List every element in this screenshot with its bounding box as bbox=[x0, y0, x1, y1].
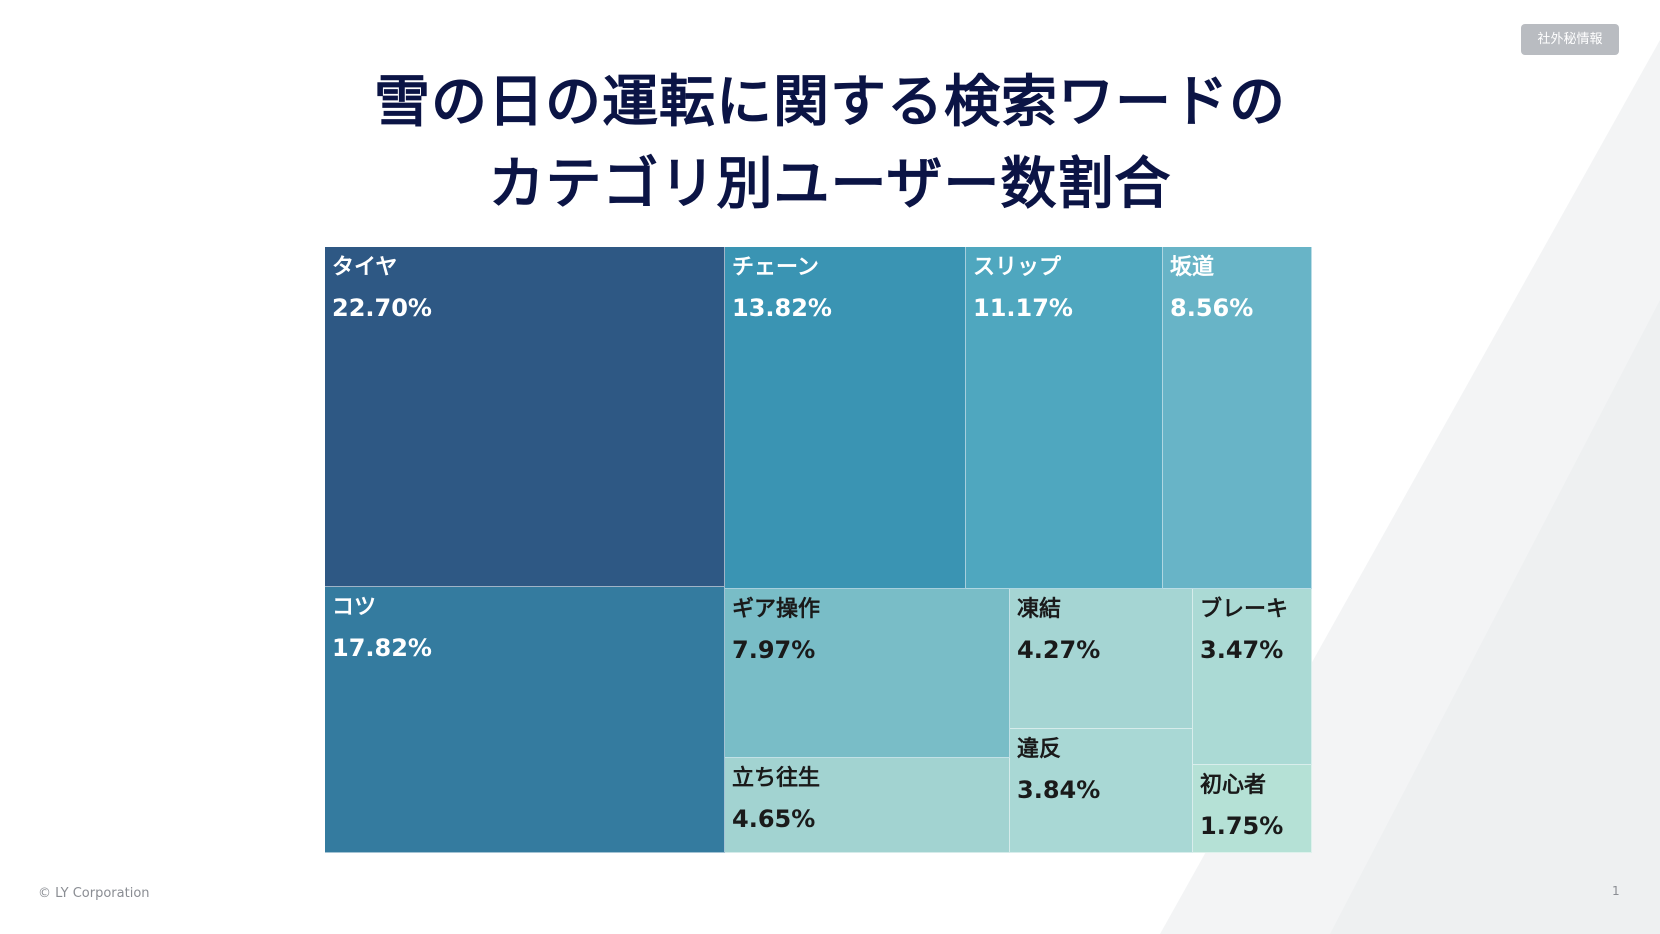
treemap-cell: 違反 3.84% bbox=[1010, 729, 1193, 853]
treemap-cell: 凍結 4.27% bbox=[1010, 589, 1193, 729]
treemap-cell: コツ 17.82% bbox=[325, 587, 725, 853]
title-line-2: カテゴリ別ユーザー数割合 bbox=[488, 152, 1172, 217]
treemap-cell-label: 立ち往生 bbox=[732, 766, 821, 791]
confidential-badge: 社外秘情報 bbox=[1521, 24, 1619, 55]
treemap-cell-label: ギア操作 bbox=[732, 597, 821, 622]
treemap-cell: ブレーキ 3.47% bbox=[1193, 589, 1312, 765]
copyright-text: © LY Corporation bbox=[38, 886, 150, 901]
treemap-cell-label: チェーン bbox=[732, 255, 819, 280]
treemap-cell-label: 初心者 bbox=[1200, 773, 1267, 798]
treemap-chart: タイヤ 22.70% コツ 17.82% チェーン 13.82% スリップ 11.17% 坂道 8… bbox=[325, 247, 1312, 853]
treemap-cell: 初心者 1.75% bbox=[1193, 765, 1312, 853]
treemap-cell-label: 坂道 bbox=[1170, 255, 1215, 280]
treemap-cell-value: 1.75% bbox=[1200, 812, 1284, 840]
treemap-cell: 坂道 8.56% bbox=[1163, 247, 1312, 589]
treemap-cell-label: タイヤ bbox=[332, 255, 398, 280]
page-number: 1 bbox=[1612, 884, 1620, 898]
treemap-cell-value: 17.82% bbox=[332, 634, 432, 662]
treemap-cell-value: 3.84% bbox=[1017, 776, 1101, 804]
treemap-cell: チェーン 13.82% bbox=[725, 247, 966, 589]
treemap-cell-value: 3.47% bbox=[1200, 636, 1284, 664]
treemap-cell-value: 22.70% bbox=[332, 294, 432, 322]
treemap-cell: タイヤ 22.70% bbox=[325, 247, 725, 587]
title-line-1: 雪の日の運転に関する検索ワードの bbox=[374, 70, 1286, 135]
page-title: 雪の日の運転に関する検索ワードの カテゴリ別ユーザー数割合 bbox=[0, 62, 1660, 226]
treemap-cell-label: 凍結 bbox=[1017, 597, 1062, 622]
treemap-cell: 立ち往生 4.65% bbox=[725, 758, 1010, 853]
treemap-cell: ギア操作 7.97% bbox=[725, 589, 1010, 758]
treemap-cell-label: コツ bbox=[332, 595, 377, 620]
treemap-cell-label: ブレーキ bbox=[1200, 597, 1289, 622]
treemap-cell-value: 4.65% bbox=[732, 805, 816, 833]
treemap-cell-value: 11.17% bbox=[973, 294, 1073, 322]
treemap-cell: スリップ 11.17% bbox=[966, 247, 1163, 589]
treemap-cell-label: スリップ bbox=[973, 255, 1062, 280]
treemap-cell-label: 違反 bbox=[1017, 737, 1062, 762]
treemap-cell-value: 8.56% bbox=[1170, 294, 1254, 322]
treemap-cell-value: 7.97% bbox=[732, 636, 816, 664]
treemap-cell-value: 13.82% bbox=[732, 294, 832, 322]
treemap-cell-value: 4.27% bbox=[1017, 636, 1101, 664]
